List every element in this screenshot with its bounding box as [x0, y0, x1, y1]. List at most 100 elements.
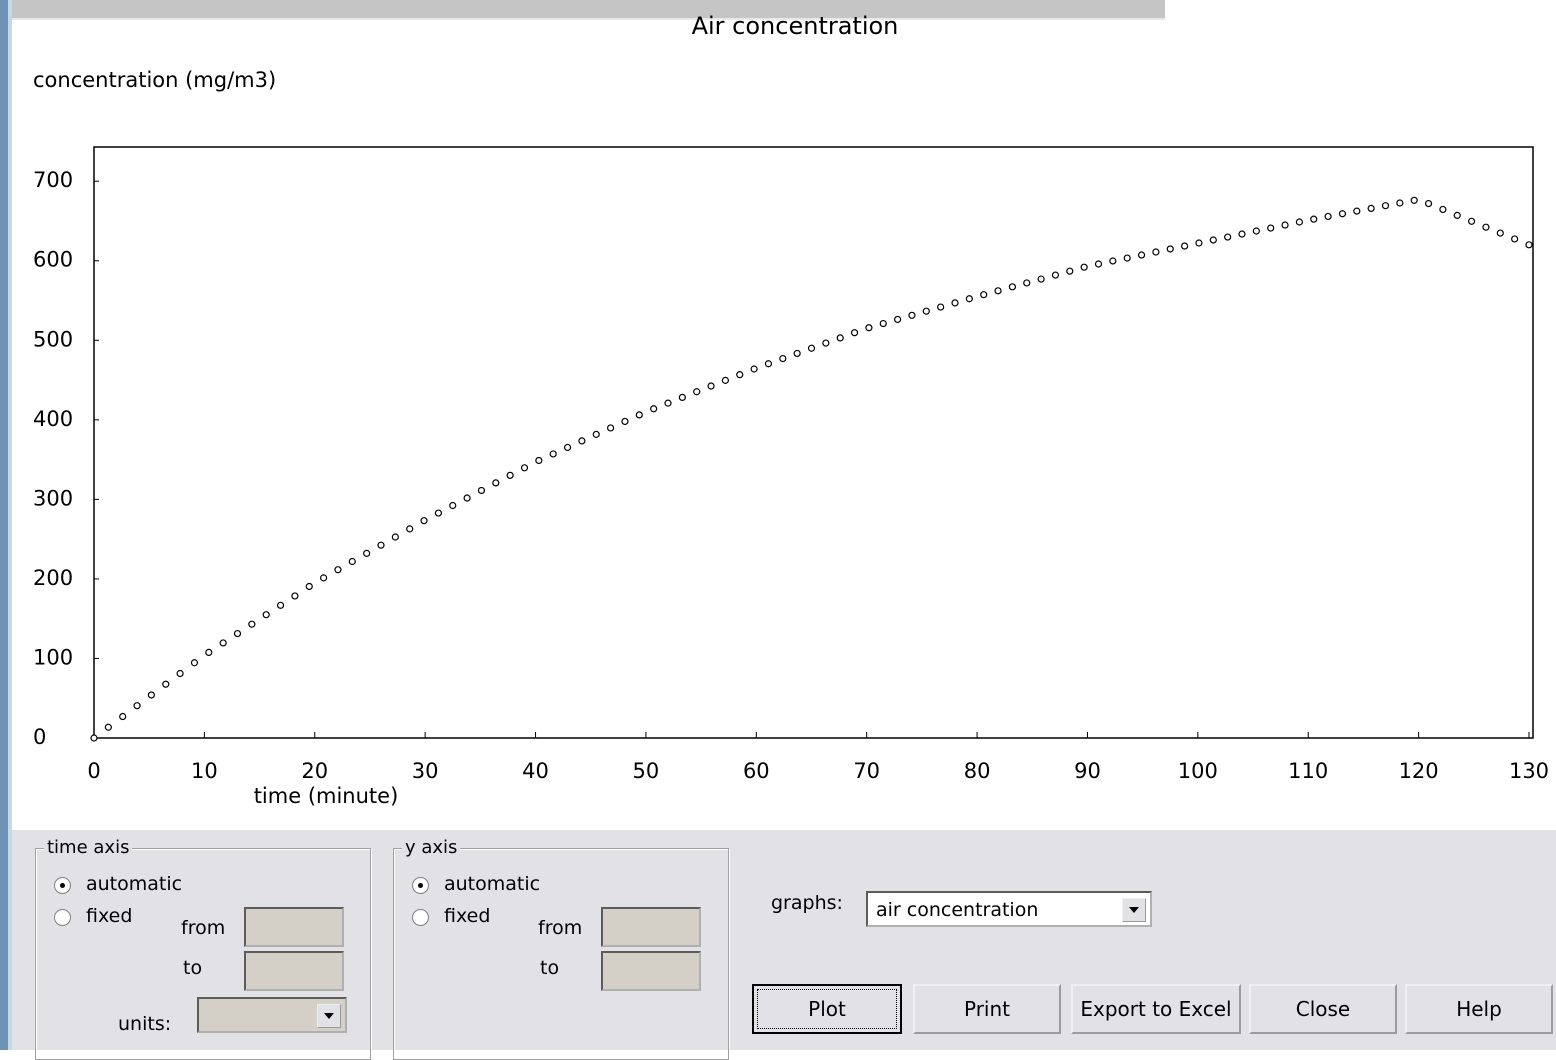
x-tick-label: 60 — [743, 759, 770, 783]
data-point — [635, 411, 643, 419]
close-button[interactable]: Close — [1249, 984, 1397, 1034]
from-input[interactable] — [244, 907, 344, 947]
data-point — [449, 501, 457, 510]
data-point — [1310, 215, 1318, 223]
radio-automatic[interactable] — [412, 877, 429, 894]
x-tick-label: 50 — [633, 759, 660, 783]
to-input[interactable] — [601, 951, 701, 991]
data-point — [147, 691, 155, 699]
data-point — [477, 486, 486, 495]
data-point — [650, 405, 658, 413]
plot-button[interactable]: Plot — [752, 984, 902, 1034]
data-point — [664, 399, 672, 407]
data-point — [1381, 202, 1390, 210]
data-point — [865, 324, 873, 332]
data-point — [1080, 263, 1088, 271]
data-point — [377, 541, 385, 549]
field-label: to — [183, 957, 203, 979]
data-point — [1338, 210, 1347, 218]
data-point — [90, 734, 98, 742]
group-title: time axis — [44, 837, 133, 858]
y-tick-label: 200 — [33, 566, 73, 590]
y-tick-label: 400 — [33, 407, 73, 431]
data-point — [219, 639, 227, 647]
x-tick-label: 80 — [964, 759, 991, 783]
data-point — [1180, 242, 1189, 250]
help-button[interactable]: Help — [1405, 984, 1553, 1034]
data-point — [836, 334, 844, 342]
data-point — [520, 464, 529, 472]
radio-automatic[interactable] — [54, 877, 71, 894]
chart: Air concentration concentration (mg/m3) … — [33, 12, 1549, 808]
data-point — [1008, 283, 1017, 291]
group-title: y axis — [402, 837, 461, 858]
y-tick-label: 600 — [33, 248, 73, 272]
graphs-value: air concentration — [876, 899, 1039, 921]
data-point — [162, 680, 170, 688]
data-point — [621, 417, 629, 426]
radio-label: fixed — [444, 905, 491, 927]
y-tick-label: 300 — [33, 486, 73, 510]
data-point — [1123, 254, 1131, 262]
data-point — [563, 443, 572, 452]
data-point — [262, 611, 270, 619]
data-point — [1051, 271, 1060, 279]
data-point — [779, 354, 787, 363]
data-point — [1238, 230, 1246, 238]
units-select[interactable] — [197, 997, 347, 1033]
data-point — [1152, 248, 1160, 256]
data-point — [1453, 211, 1461, 220]
data-point — [434, 509, 442, 517]
data-point — [1367, 204, 1375, 213]
from-input[interactable] — [601, 907, 701, 947]
left-frame-edge — [8, 0, 12, 1050]
data-point — [793, 349, 801, 358]
data-point — [190, 659, 199, 667]
dropdown-arrow — [1122, 898, 1146, 922]
x-axis-label: time (minute) — [254, 784, 399, 808]
data-point — [391, 533, 399, 541]
data-point — [1281, 221, 1289, 229]
data-point — [707, 382, 715, 390]
radio-fixed[interactable] — [412, 909, 429, 926]
data-point — [348, 557, 356, 566]
x-tick-label: 110 — [1288, 759, 1328, 783]
data-point — [1410, 196, 1418, 204]
data-point — [578, 437, 586, 445]
chart-title: Air concentration — [692, 12, 899, 40]
radio-fixed[interactable] — [54, 909, 71, 926]
data-point — [908, 311, 916, 319]
data-point — [463, 494, 471, 502]
data-point — [406, 525, 414, 533]
data-point — [1324, 212, 1332, 221]
graphs-label: graphs: — [771, 892, 843, 914]
data-point — [305, 582, 313, 591]
data-point — [736, 371, 744, 379]
data-point — [1424, 199, 1433, 208]
print-button[interactable]: Print — [913, 984, 1061, 1034]
graphs-select[interactable]: air concentration — [866, 891, 1152, 927]
data-point — [764, 360, 773, 368]
data-point — [1224, 233, 1232, 241]
data-point — [879, 319, 887, 328]
data-point — [951, 299, 959, 307]
data-point — [1166, 245, 1174, 253]
data-point — [320, 574, 328, 582]
data-point — [1295, 218, 1304, 226]
data-point — [233, 629, 242, 638]
data-point — [506, 471, 514, 479]
x-tick-label: 10 — [191, 759, 218, 783]
field-label: units: — [118, 1013, 172, 1035]
data-point — [693, 388, 701, 396]
export-button[interactable]: Export to Excel — [1071, 984, 1241, 1034]
to-input[interactable] — [244, 951, 344, 991]
top-bar — [12, 0, 1165, 20]
data-point — [721, 376, 730, 384]
data-point — [980, 291, 988, 299]
data-point — [922, 307, 930, 315]
data-point — [1267, 224, 1275, 232]
data-point — [937, 303, 945, 311]
data-point — [535, 456, 543, 465]
data-point — [1109, 257, 1117, 265]
